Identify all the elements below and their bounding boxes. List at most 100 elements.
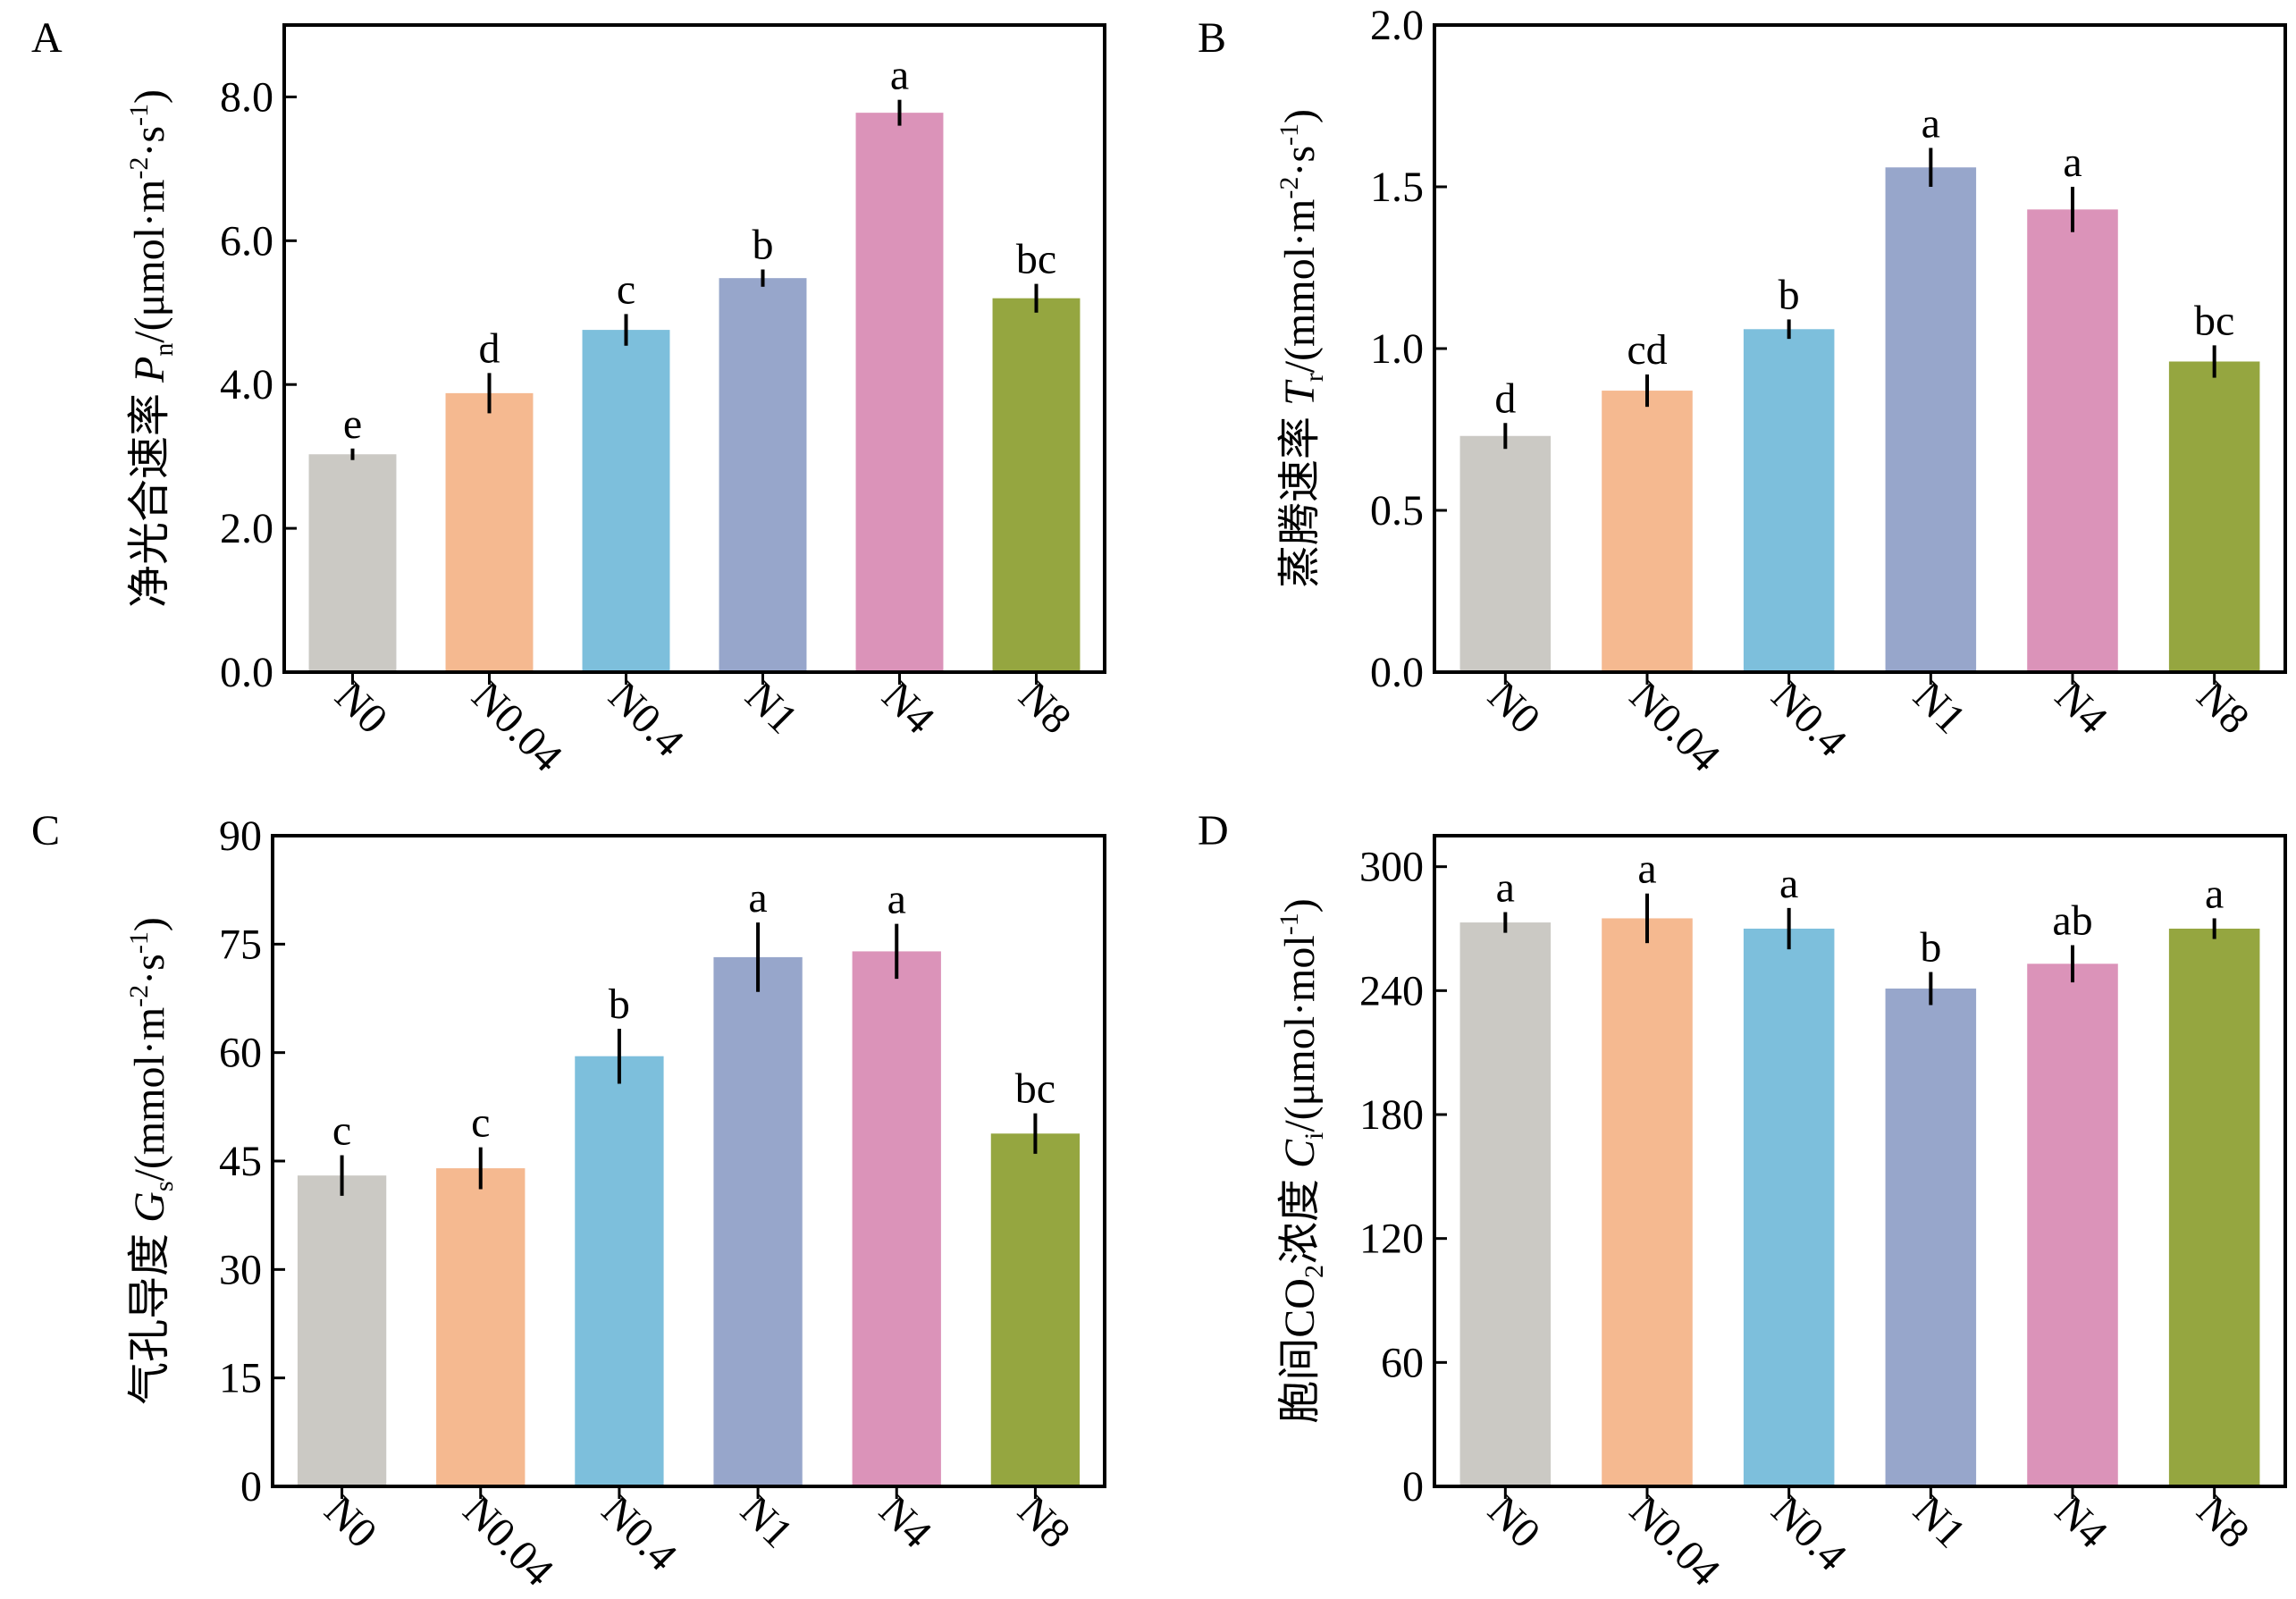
significance-letter: bc xyxy=(1015,1065,1055,1113)
ylabel-text: 气孔导度 xyxy=(126,1223,173,1405)
ylabel-subscript: s xyxy=(149,1181,179,1191)
y-tick-label: 240 xyxy=(1359,967,1424,1014)
panel-a: e d c b a bc 0.0 2.0 4.0 6.0 8.0 N0 N0.04 N0.4 N1 N4 N8 A… xyxy=(31,14,1106,781)
significance-letter: bc xyxy=(1016,236,1056,283)
y-tick-label: 0.0 xyxy=(220,649,273,696)
panel-label: A xyxy=(31,14,63,62)
x-tick-label: N0.04 xyxy=(454,1486,562,1595)
y-tick-label: 90 xyxy=(219,812,262,860)
significance-letter: a xyxy=(887,876,906,923)
x-tick-label: N0.04 xyxy=(1620,672,1728,780)
plot-frame xyxy=(282,23,1106,674)
bar-N0 xyxy=(1459,435,1552,672)
y-tick-label: 60 xyxy=(219,1030,262,1077)
bar-N0 xyxy=(297,1175,387,1486)
bar-N0.04 xyxy=(1602,918,1693,1486)
bar-N0 xyxy=(1459,922,1552,1486)
panel-label: C xyxy=(31,807,60,854)
ylabel-subscript: n xyxy=(149,343,179,357)
x-tick-label: N1 xyxy=(1905,1486,1975,1557)
bar-N0.4 xyxy=(575,1056,664,1486)
y-tick-label: 300 xyxy=(1359,844,1424,891)
panel-b: d cd b a a bc 0.0 0.5 1.0 1.5 2.0 N0 N0.04 N0.4 N1 N4 N8… xyxy=(1198,2,2287,781)
y-tick-label: 120 xyxy=(1359,1216,1424,1263)
x-tick-label: N8 xyxy=(2188,1486,2258,1557)
x-tick-label: N4 xyxy=(2046,1486,2116,1557)
plot-frame xyxy=(1433,834,2287,1488)
ylabel-symbol: T xyxy=(1276,379,1324,406)
x-tick-label: N0.4 xyxy=(1762,672,1855,765)
x-tick-label: N0.4 xyxy=(593,1486,685,1579)
significance-letter: b xyxy=(1779,271,1800,318)
bar-N0.04 xyxy=(1602,391,1693,672)
significance-letter: c xyxy=(332,1107,351,1155)
significance-letter: a xyxy=(748,874,767,922)
plot-frame xyxy=(1433,23,2287,674)
ylabel-symbol: C xyxy=(1276,1139,1324,1168)
y-tick-label: 60 xyxy=(1381,1339,1424,1386)
y-tick-label: 4.0 xyxy=(220,361,273,408)
ylabel-text: 蒸腾速率 xyxy=(1276,406,1324,588)
ylabel-unit: /(mmol·m xyxy=(1276,199,1324,374)
y-tick-label: 1.5 xyxy=(1370,164,1424,211)
y-tick-label: 45 xyxy=(219,1138,262,1185)
ylabel-superscript: -1 xyxy=(1274,123,1304,146)
x-tick-label: N0 xyxy=(315,1486,386,1557)
significance-letter: c xyxy=(471,1099,490,1147)
bar-N4 xyxy=(2027,964,2118,1486)
x-tick-label: N4 xyxy=(2046,672,2116,743)
bar-N0.4 xyxy=(582,330,670,672)
y-tick-label: 0 xyxy=(240,1463,262,1511)
x-tick-label: N8 xyxy=(2188,672,2258,743)
bar-N0.4 xyxy=(1743,329,1835,672)
bar-N1 xyxy=(719,278,807,672)
ylabel-symbol: P xyxy=(126,357,173,383)
significance-letter: a xyxy=(1637,846,1656,893)
panel-label: B xyxy=(1198,14,1226,62)
significance-letter: a xyxy=(1922,100,1940,147)
x-tick-label: N0.04 xyxy=(1620,1486,1728,1595)
y-tick-label: 0 xyxy=(1402,1463,1424,1511)
x-tick-label: N4 xyxy=(870,1486,940,1557)
ylabel-unit: ) xyxy=(126,917,173,931)
bar-N1 xyxy=(1885,989,1977,1486)
significance-letter: a xyxy=(2063,139,2082,186)
bar-N1 xyxy=(1885,167,1977,672)
significance-letter: a xyxy=(2205,870,2224,917)
y-tick-label: 8.0 xyxy=(220,73,273,121)
ylabel-text: 浓度 xyxy=(1276,1168,1324,1265)
significance-letter: b xyxy=(1920,924,1941,972)
y-tick-label: 1.0 xyxy=(1370,325,1424,373)
bar-N0 xyxy=(308,454,397,672)
y-tick-label: 30 xyxy=(219,1246,262,1293)
ylabel-unit: ) xyxy=(1276,109,1324,123)
bar-N8 xyxy=(2168,929,2260,1486)
significance-letter: a xyxy=(1496,864,1515,912)
bar-N4 xyxy=(2027,209,2118,673)
x-tick-label: N0.4 xyxy=(600,672,693,765)
significance-letter: b xyxy=(609,980,630,1028)
bar-N0.04 xyxy=(436,1168,526,1486)
ylabel-unit: ·s xyxy=(126,954,173,985)
y-tick-label: 15 xyxy=(219,1355,262,1402)
x-tick-label: N0 xyxy=(326,672,397,743)
significance-letter: cd xyxy=(1627,326,1667,374)
x-tick-label: N8 xyxy=(1009,1486,1080,1557)
y-tick-label: 75 xyxy=(219,921,262,968)
x-tick-label: N0 xyxy=(1479,672,1550,743)
significance-letter: ab xyxy=(2052,896,2092,944)
y-tick-label: 2.0 xyxy=(220,505,273,552)
significance-letter: bc xyxy=(2194,297,2234,344)
ylabel-subscript: 2 xyxy=(1299,1265,1329,1278)
y-tick-label: 0.5 xyxy=(1370,487,1424,534)
y-tick-label: 6.0 xyxy=(220,217,273,265)
x-tick-label: N1 xyxy=(731,1486,802,1557)
ylabel-superscript: -1 xyxy=(124,104,154,126)
x-tick-label: N8 xyxy=(1010,672,1081,743)
panel-c: c c b a a bc 0 15 30 45 60 75 90 N0 N0.04 N0.4 N1 N4 N8 C 气孔… xyxy=(31,807,1106,1595)
bar-N4 xyxy=(852,951,941,1486)
ylabel-superscript: -2 xyxy=(124,157,154,180)
bar-N0.04 xyxy=(445,392,534,672)
